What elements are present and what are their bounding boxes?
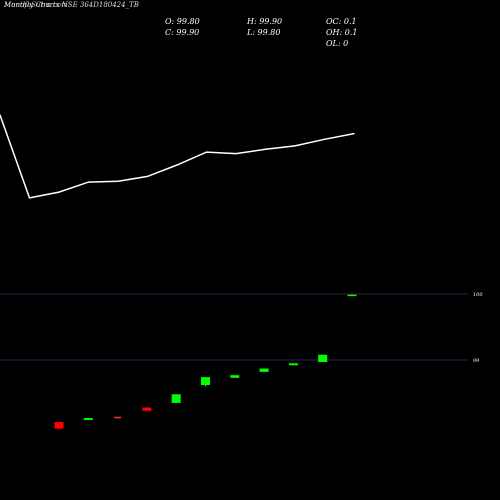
low-value: L: 99.80 — [247, 28, 281, 37]
y-tick-label: 100 — [473, 292, 483, 298]
candle-body — [230, 375, 240, 378]
line-point — [87, 181, 90, 183]
line-point — [58, 191, 60, 193]
line-point — [264, 148, 267, 150]
candle-body — [171, 394, 181, 403]
line-point — [205, 151, 208, 153]
candle-body — [114, 416, 122, 419]
line-point — [176, 164, 178, 166]
chart-title: MunafaSutra.com Monthly Charts NSE 364D1… — [4, 1, 139, 9]
line-point — [117, 180, 119, 182]
candle-body — [201, 377, 210, 386]
y-tick-label: 99 — [473, 358, 480, 364]
line-point — [294, 145, 296, 147]
oc-value: OC: 0.1 — [326, 17, 357, 26]
line-point — [146, 175, 149, 178]
line-point — [0, 114, 1, 116]
candle-body — [288, 363, 298, 366]
line-point — [323, 138, 326, 140]
close-value: C: 99.90 — [165, 28, 200, 37]
high-value: H: 99.90 — [247, 17, 283, 26]
oh-value: OH: 0.1 — [326, 28, 358, 37]
candle-body — [259, 368, 269, 372]
line-series — [0, 114, 355, 199]
line-point — [353, 132, 355, 135]
candle-body — [83, 418, 93, 421]
price-gridlines: 99 100 — [0, 292, 483, 364]
candle-body — [318, 354, 328, 362]
open-value: O: 99.80 — [165, 17, 200, 26]
candle-body — [347, 294, 357, 297]
line-chart — [0, 114, 355, 199]
line-point — [28, 197, 31, 199]
ol-value: OL: 0 — [326, 39, 349, 48]
candle-body — [142, 407, 152, 411]
candle-body — [54, 422, 64, 429]
candlestick-chart — [54, 294, 357, 430]
line-point — [235, 152, 237, 155]
